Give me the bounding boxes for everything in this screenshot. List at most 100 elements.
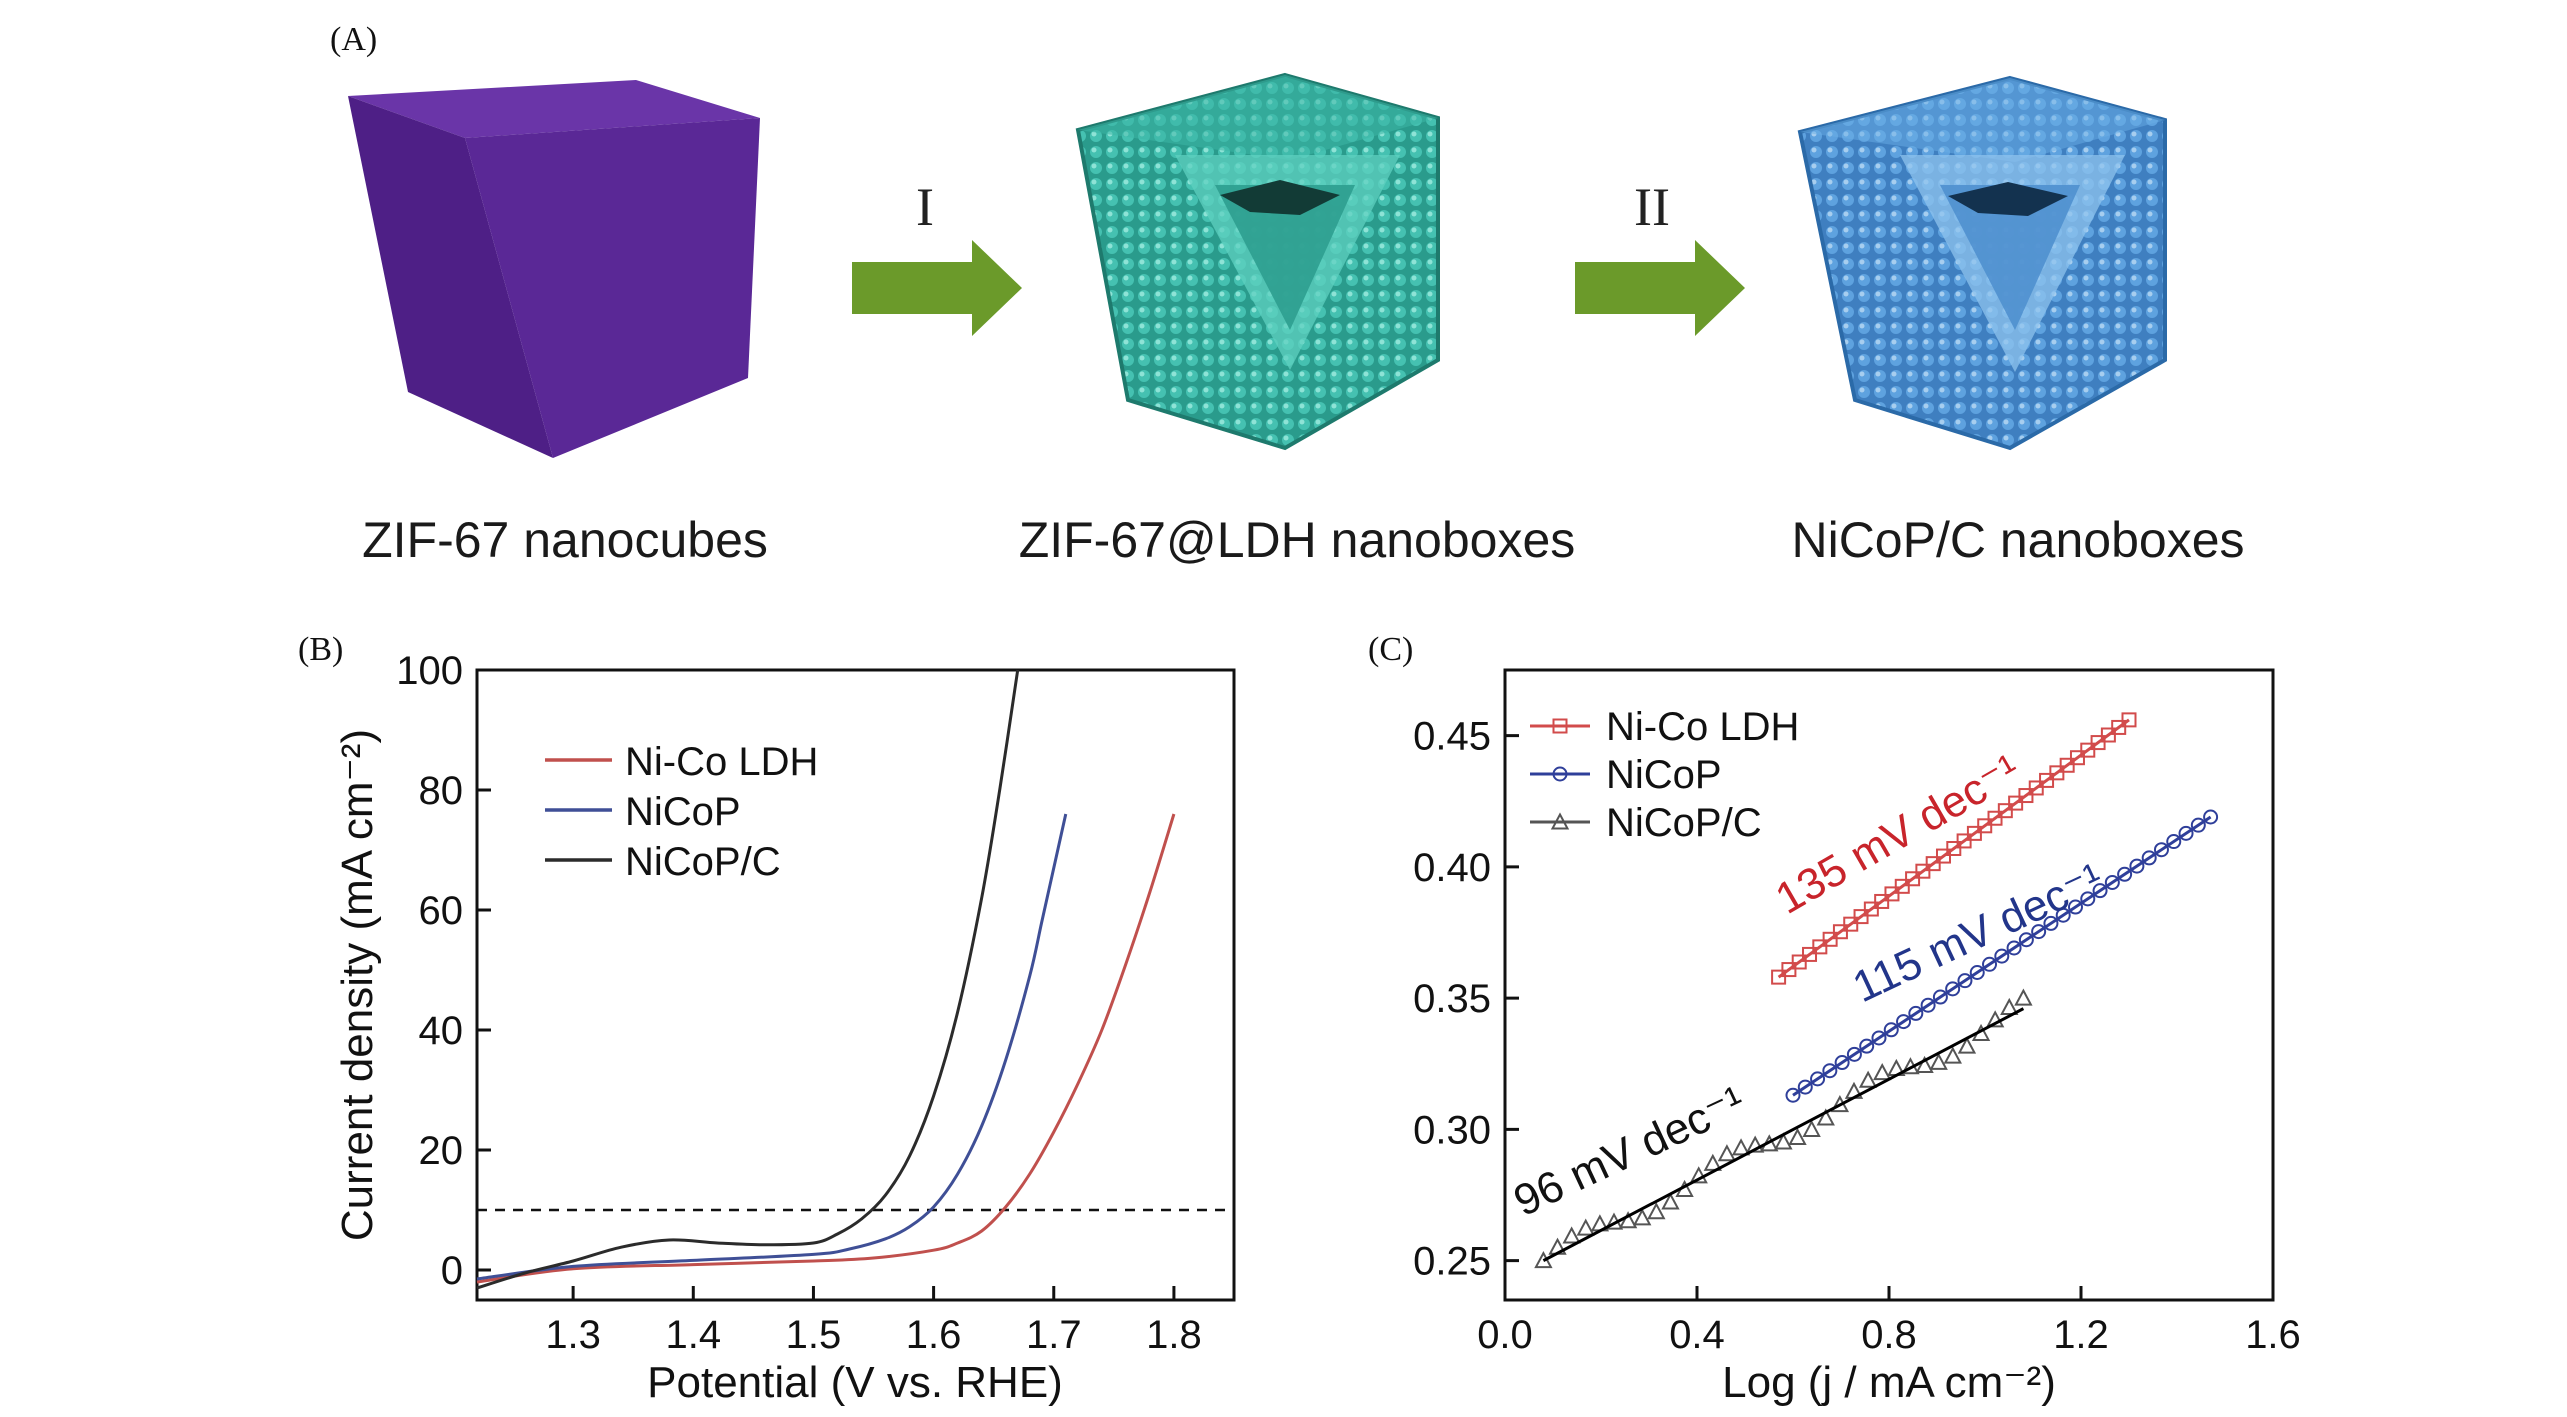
legend-label: NiCoP — [625, 790, 741, 834]
series-line-ni-co-ldh — [476, 813, 1176, 1284]
data-point — [1791, 954, 1807, 970]
data-point — [1689, 1166, 1708, 1184]
x-tick-label: 1.2 — [2053, 1313, 2109, 1357]
data-point — [1550, 812, 1570, 830]
data-point — [1957, 1036, 1977, 1054]
data-point — [1894, 878, 1910, 894]
y-tick-label: 0.45 — [1413, 715, 1491, 759]
data-point — [1896, 1014, 1912, 1030]
step-one-label: I — [916, 177, 934, 237]
data-point — [1925, 856, 1941, 872]
data-point — [1935, 848, 1951, 864]
data-point — [2018, 932, 2034, 948]
data-point — [1822, 1063, 1838, 1079]
data-point — [1797, 1079, 1813, 1095]
data-point — [1774, 1132, 1793, 1150]
data-point — [1858, 1070, 1878, 1088]
data-point — [2018, 788, 2034, 804]
data-point — [1957, 973, 1973, 989]
data-point — [2049, 765, 2065, 781]
x-tick-label: 1.6 — [906, 1313, 962, 1357]
data-point — [1969, 964, 1985, 980]
data-point — [2190, 817, 2206, 833]
panel-c-x-axis-label: Log (j / mA cm⁻²) — [1722, 1358, 2056, 1407]
data-point — [1859, 1038, 1875, 1054]
data-point — [1873, 1062, 1892, 1081]
data-point — [1997, 803, 2013, 819]
caption-zif67: ZIF-67 nanocubes — [362, 512, 768, 568]
data-point — [1905, 871, 1921, 887]
data-point — [2100, 727, 2116, 743]
data-point — [1781, 962, 1797, 978]
x-tick-label: 0.0 — [1477, 1313, 1533, 1357]
data-point — [2153, 842, 2169, 858]
data-point — [1834, 1055, 1850, 1071]
panel-b-axes-frame — [475, 668, 1236, 1302]
data-point — [1920, 997, 1936, 1013]
data-point — [2014, 988, 2033, 1006]
panel-b-y-axis-label: Current density (mA cm⁻²) — [333, 729, 382, 1241]
caption-nicop: NiCoP/C nanoboxes — [1791, 512, 2244, 568]
data-point — [2059, 757, 2075, 773]
series-line-nicop-c — [476, 669, 1020, 1290]
data-point — [1994, 948, 2010, 964]
data-point — [1703, 1153, 1722, 1171]
data-point — [1771, 969, 1787, 985]
ldh-nanobox-illustration — [1075, 72, 1440, 451]
data-point — [2092, 883, 2108, 899]
y-tick-label: 0.30 — [1413, 1108, 1491, 1152]
data-point — [1943, 1046, 1962, 1064]
tafel-slope-label: 96 mV dec⁻¹ — [1507, 1077, 1753, 1226]
ldh-cavity — [1220, 180, 1340, 215]
panel-c-chart: (C) 0.0 0.4 0.8 1.2 1.60.250.300.350.400.45 … — [1368, 631, 2301, 1407]
y-tick-label: 80 — [419, 769, 464, 813]
step-two-label: II — [1634, 177, 1670, 237]
x-tick-label: 0.8 — [1861, 1313, 1917, 1357]
data-point — [2141, 850, 2157, 866]
x-tick-label: 1.5 — [786, 1313, 842, 1357]
panel-b-label: (B) — [298, 631, 343, 668]
data-point — [1863, 901, 1879, 917]
series-line-nicop — [476, 813, 1068, 1281]
x-tick-label: 1.7 — [1026, 1313, 1082, 1357]
legend-label: NiCoP/C — [1606, 801, 1762, 845]
data-point — [1812, 939, 1828, 955]
data-point — [1552, 766, 1568, 782]
data-point — [1802, 1119, 1821, 1137]
data-point — [1802, 946, 1818, 962]
data-point — [1717, 1144, 1737, 1162]
data-point — [1552, 718, 1568, 734]
data-point — [2008, 795, 2024, 811]
data-point — [1633, 1208, 1652, 1226]
legend-label: Ni-Co LDH — [1606, 705, 1799, 749]
panel-c-label: (C) — [1368, 631, 1413, 668]
tafel-slope-label: 115 mV dec⁻¹ — [1846, 854, 2111, 1012]
data-point — [2067, 899, 2083, 915]
data-point — [1788, 1127, 1807, 1146]
cube-right-face — [465, 118, 760, 458]
data-point — [2031, 924, 2047, 940]
data-point — [1816, 1108, 1835, 1126]
data-point — [1843, 916, 1859, 932]
data-point — [1966, 825, 1982, 841]
fit-line — [1777, 718, 2130, 979]
data-point — [2129, 858, 2145, 874]
y-tick-label: 0 — [441, 1249, 463, 1293]
data-point — [1982, 956, 1998, 972]
data-point — [2028, 780, 2044, 796]
y-tick-label: 60 — [419, 889, 464, 933]
x-tick-label: 1.4 — [665, 1313, 721, 1357]
data-point — [1929, 1052, 1948, 1070]
data-point — [2039, 772, 2055, 788]
data-point — [1956, 833, 1972, 849]
data-point — [2080, 891, 2096, 907]
arrow-two-icon — [1575, 240, 1745, 336]
nicop-cavity — [1948, 182, 2068, 216]
data-point — [2080, 742, 2096, 758]
data-point — [1871, 1030, 1887, 1046]
legend-label: Ni-Co LDH — [625, 740, 818, 784]
cube-top-face — [348, 80, 760, 138]
data-point — [1908, 1005, 1924, 1021]
panel-b-x-axis-label: Potential (V vs. RHE) — [647, 1358, 1063, 1407]
